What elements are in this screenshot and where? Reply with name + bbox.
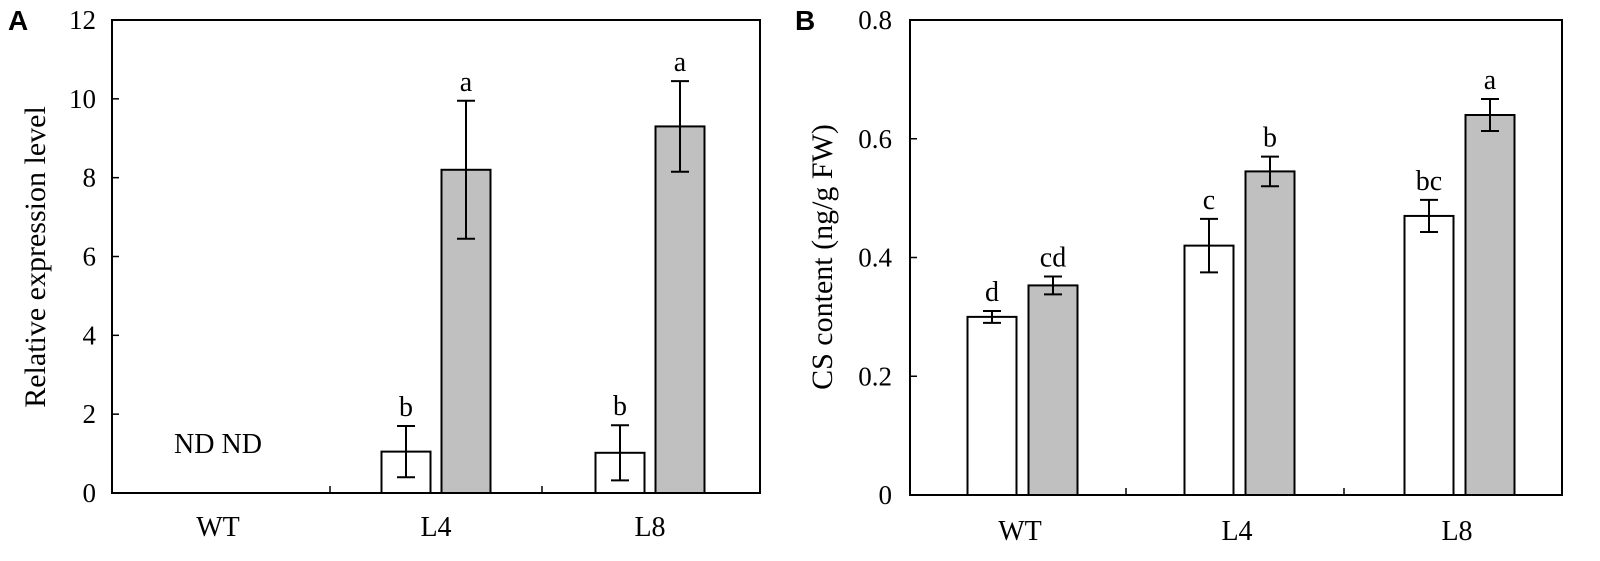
- y-tick-label: 12: [69, 5, 96, 35]
- significance-label: a: [460, 67, 473, 98]
- bar: [1464, 114, 1516, 496]
- y-tick-label: 10: [69, 84, 96, 114]
- panel-a-ylabel: Relative expression level: [19, 106, 52, 408]
- panel-a-x-axis: WT L4 L8: [196, 486, 666, 543]
- significance-label: b: [399, 392, 413, 423]
- y-tick-label: 0: [879, 480, 893, 510]
- y-tick-label: 0.4: [858, 243, 892, 273]
- bar: [1027, 284, 1079, 496]
- y-tick-label: 2: [83, 399, 97, 429]
- significance-label: d: [985, 277, 999, 308]
- panel-b-label: B: [795, 5, 815, 36]
- significance-label: a: [674, 47, 687, 78]
- panel-a-bars: b b a a: [380, 47, 706, 495]
- significance-label: c: [1203, 185, 1215, 216]
- panel-b: B CS content (ng/g FW) 0 0.2 0.4 0.6 0.8 WT L…: [795, 5, 1563, 547]
- significance-label: a: [1484, 65, 1497, 96]
- x-tick-label: L4: [1221, 516, 1252, 547]
- panel-a-nd-annotation: ND ND: [174, 429, 262, 460]
- y-tick-label: 8: [83, 163, 97, 193]
- panel-a-y-axis: 0 2 4 6 8 10 12: [69, 5, 119, 508]
- panel-b-x-axis: WT L4 L8: [998, 488, 1473, 547]
- y-tick-label: 0.2: [858, 361, 892, 391]
- bar: [1403, 214, 1455, 496]
- bar: [1244, 170, 1296, 496]
- panel-b-ylabel: CS content (ng/g FW): [806, 124, 839, 390]
- panel-b-y-axis: 0 0.2 0.4 0.6 0.8: [858, 5, 917, 510]
- bar: [1183, 244, 1235, 496]
- panel-a-label: A: [8, 5, 28, 36]
- x-tick-label: WT: [196, 512, 240, 543]
- bar: [654, 125, 706, 495]
- significance-label: b: [1263, 123, 1277, 154]
- panel-b-bars: d c bc cd b a: [966, 65, 1516, 496]
- x-tick-label: L8: [634, 512, 665, 543]
- significance-label: bc: [1416, 166, 1442, 197]
- y-tick-label: 0.8: [858, 5, 892, 35]
- panel-a: A Relative expression level 0 2 4 6 8 10 12 WT…: [8, 5, 761, 543]
- x-tick-label: WT: [998, 516, 1042, 547]
- significance-label: b: [613, 391, 627, 422]
- y-tick-label: 0.6: [858, 124, 892, 154]
- y-tick-label: 6: [83, 242, 97, 272]
- bar: [966, 315, 1018, 496]
- x-tick-label: L4: [420, 512, 451, 543]
- significance-label: cd: [1040, 243, 1066, 274]
- y-tick-label: 0: [83, 478, 97, 508]
- y-tick-label: 4: [83, 320, 97, 350]
- x-tick-label: L8: [1441, 516, 1472, 547]
